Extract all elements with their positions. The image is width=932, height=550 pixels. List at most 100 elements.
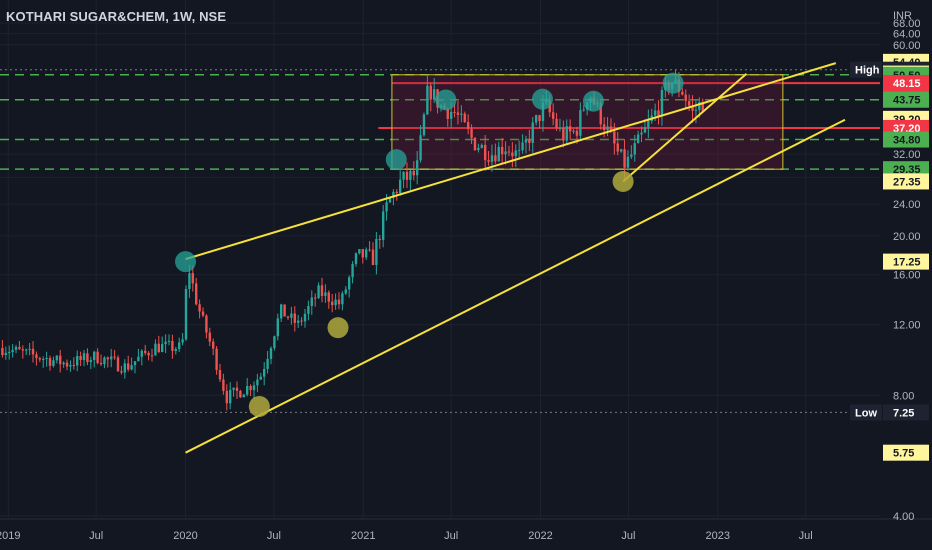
candle-body [337,299,341,305]
candle-body [606,126,609,131]
candle-body [65,362,69,367]
candle-body [453,111,456,113]
candle-body [385,202,388,212]
y-tick-label: 32.00 [893,149,921,161]
candle-body [500,146,504,155]
consolidation-box [391,74,784,170]
candle-body [283,304,286,317]
candle-body [45,357,48,359]
candle-body [266,358,269,369]
candle-body [623,149,626,168]
candle-body [320,285,324,296]
candle-body [422,114,426,136]
candle-body [232,387,235,390]
x-tick-label: 2022 [528,530,552,542]
candle-body [466,122,470,129]
price-tag-value: 27.35 [893,176,921,188]
candle-body [218,370,222,380]
candle-body [565,126,568,141]
candle-body [296,320,300,323]
candle-body [154,343,157,356]
candle-body [62,362,65,365]
candle-body [120,371,123,373]
candle-body [4,352,8,356]
candle-body [147,352,150,356]
candle-body [256,379,259,386]
range-box [391,74,784,170]
candle-body [127,363,130,370]
candle-body [602,124,606,131]
candle-body [341,293,344,305]
price-tag [883,75,929,92]
candle-body [171,340,174,351]
x-tick-label: 2019 [0,530,20,542]
candle-body [470,128,473,138]
pivot-marker [327,317,349,339]
candle-body [653,110,657,116]
candle-body [402,171,405,180]
candle-body [205,315,208,333]
candle-body [164,341,167,345]
candle-body [575,130,579,136]
candle-body [354,253,358,265]
candle-body [249,386,252,391]
x-tick-label: 2021 [351,530,375,542]
candle-body [524,139,528,143]
candle-body [412,170,415,176]
candle-body [286,316,290,318]
candle-body [568,126,572,132]
candle-body [188,273,191,289]
candle-body [640,132,643,135]
price-tag [883,173,929,190]
candle-body [8,352,11,354]
candle-body [208,332,212,342]
candle-body [252,385,256,391]
x-tick-label: 2020 [173,530,197,542]
candle-body [538,115,541,122]
candle-body [426,85,429,115]
candle-body [89,360,93,363]
chart-title[interactable]: KOTHARI SUGAR&CHEM, 1W, NSE [6,9,227,24]
candle-body [633,143,636,155]
y-tick-label: 60.00 [893,40,921,52]
pivot-marker [612,170,634,192]
price-tag-label: Low [855,407,877,419]
candle-body [106,357,110,360]
candle-body [473,137,477,151]
candle-body [133,361,137,366]
candle-body [330,301,334,306]
y-tick-label: 16.00 [893,270,921,282]
candle-body [449,111,453,119]
candle-body [494,155,497,162]
candle-body [643,127,647,133]
candle-body [110,356,113,360]
price-tag-value: 17.25 [893,257,921,269]
candle-body [198,304,201,312]
candle-body [225,390,228,404]
candle-body [215,348,218,371]
candle-body [178,342,181,349]
candle-body [201,311,205,316]
candle-body [368,249,371,251]
x-tick-label: Jul [444,530,458,542]
candle-body [18,346,21,350]
candle-body [1,347,4,356]
x-tick-label: Jul [621,530,635,542]
candle-body [490,155,494,162]
candle-body [303,313,307,322]
candle-body [480,144,483,148]
candle-body [701,102,704,112]
candle-body [609,126,613,132]
candle-body [395,191,398,194]
candle-body [558,127,562,129]
candle-body [432,89,436,100]
x-tick-label: 2023 [706,530,730,542]
candle-body [245,386,249,395]
y-tick-label: 12.00 [893,320,921,332]
candle-body [687,100,691,106]
candle-body [392,191,395,199]
candle-body [59,355,62,365]
candle-body [123,363,127,373]
candle-body [38,358,42,360]
